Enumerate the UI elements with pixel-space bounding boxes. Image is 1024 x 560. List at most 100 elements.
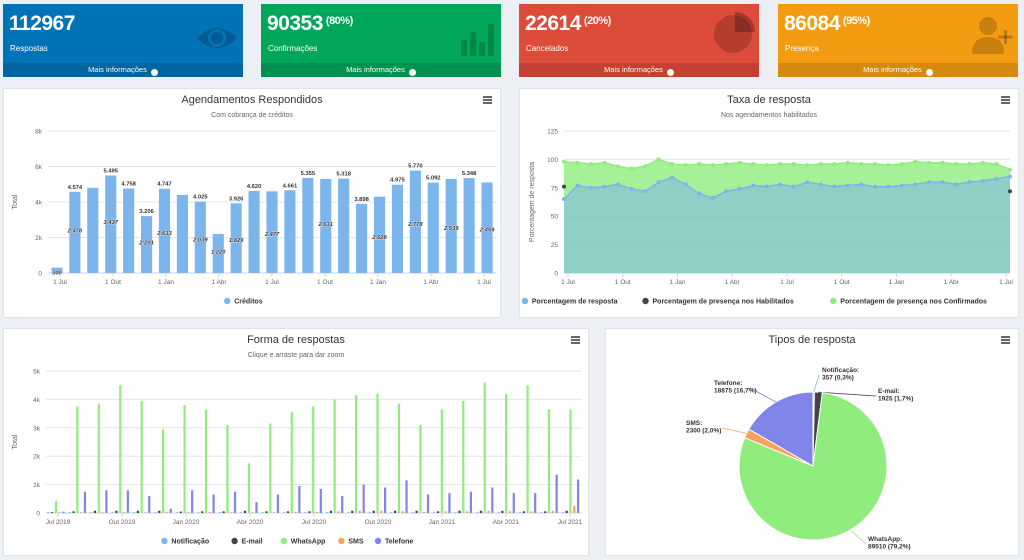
tile-value: 86084 (95%): [784, 12, 870, 35]
x-tick-label: Jul 2021: [558, 519, 583, 526]
bar: [462, 400, 465, 513]
data-point: [886, 184, 891, 189]
bar: [391, 184, 403, 273]
bar: [194, 201, 206, 273]
bar: [341, 495, 344, 513]
bar: [409, 170, 421, 273]
chart-menu-icon[interactable]: [1001, 336, 1010, 344]
bar: [222, 511, 225, 513]
bar: [197, 512, 200, 513]
bar: [358, 510, 361, 513]
chart-title: Forma de respostas: [247, 334, 345, 346]
chart-menu-icon[interactable]: [483, 96, 492, 104]
bar-data-label: 4.574: [68, 185, 83, 191]
bar: [526, 385, 529, 513]
chart-title: Agendamentos Respondidos: [181, 94, 323, 106]
data-point: [629, 186, 634, 191]
more-info-link[interactable]: Mais informações ›: [3, 63, 243, 77]
pie-label: E-mail:: [878, 388, 900, 395]
bar: [397, 403, 401, 513]
y-tick-label: 0: [38, 271, 42, 278]
tile-label: Cancelados: [526, 44, 569, 53]
data-point: [886, 163, 891, 168]
bar: [481, 182, 493, 273]
panel-tipos: Tipos de resposta Notificação: 357 (0,3%)…: [605, 328, 1019, 556]
x-tick-label: 1 Abr: [211, 279, 227, 286]
data-point: [832, 161, 837, 166]
more-info-link[interactable]: Mais informações ›: [778, 63, 1018, 77]
agendamentos-chart[interactable]: 0 2k 4k 6k 8k 1 Jul 1 Out 1 Jan 1 Abr 1 Jul 1 Out 1…: [4, 89, 502, 319]
data-point: [940, 180, 945, 185]
bar: [179, 511, 182, 513]
x-tick-label: Abr 2021: [493, 519, 520, 526]
tile-confirmacoes: 90353 (80%) Confirmações Mais informações…: [261, 4, 501, 77]
forma-chart[interactable]: 0 1k 2k 3k 4k 5k Jul 2019 Out 2019 Jan 2020 Abr 2…: [4, 329, 590, 557]
data-point: [764, 184, 769, 189]
chart-subtitle: Nos agendamentos habilitados: [720, 112, 818, 119]
tile-respostas: 112967 Respostas Mais informações ›: [3, 4, 243, 77]
chart-menu-icon[interactable]: [1001, 96, 1010, 104]
data-point: [994, 176, 999, 181]
bar: [247, 463, 250, 513]
bar: [123, 188, 135, 273]
bar: [540, 512, 543, 513]
tile-label: Confirmações: [268, 44, 318, 53]
legend-marker: [338, 537, 345, 545]
x-tick-label: 1 Jul: [999, 279, 1013, 286]
bar: [243, 510, 247, 513]
bar: [136, 510, 139, 513]
legend-item: Notificação: [171, 539, 209, 546]
bar: [218, 512, 221, 513]
x-tick-label: 1 Jul: [477, 279, 491, 286]
bar: [265, 511, 268, 513]
chart-title: Taxa de resposta: [727, 94, 811, 106]
bar: [469, 491, 472, 513]
bar: [372, 510, 375, 513]
bar: [212, 233, 224, 273]
y-tick-label: 25: [551, 242, 559, 249]
bar: [368, 512, 372, 513]
bar: [483, 382, 486, 513]
data-point: [616, 164, 621, 169]
bar: [320, 178, 332, 273]
more-info-link[interactable]: Mais informações ›: [261, 63, 501, 77]
bar: [458, 510, 461, 513]
more-info-link[interactable]: Mais informações ›: [519, 63, 759, 77]
y-tick-label: 0: [554, 271, 558, 278]
panel-agendamentos: Agendamentos Respondidos Com cobrança de…: [3, 88, 501, 318]
x-tick-label: Jul 2019: [46, 519, 71, 526]
bar: [140, 400, 143, 513]
bar: [191, 490, 194, 513]
bar: [561, 512, 564, 513]
user-plus-icon: [972, 17, 1013, 54]
legend-marker: [231, 537, 238, 545]
bar: [68, 512, 71, 513]
data-point: [643, 189, 648, 194]
legend-marker: [642, 297, 649, 305]
chart-menu-icon[interactable]: [571, 336, 580, 344]
bar: [448, 493, 451, 513]
taxa-chart[interactable]: 0 25 50 75 100 125 1 Jul 1 Out 1 Jan 1 Abr 1 Jul 1 …: [520, 89, 1020, 319]
bar: [347, 512, 350, 513]
bar: [465, 511, 469, 513]
x-tick-label: Out 2019: [109, 519, 136, 526]
bar: [463, 178, 475, 273]
y-tick-label: 1k: [33, 482, 41, 489]
pie-label-detail: 1925 (1,7%): [878, 396, 913, 403]
bar: [90, 512, 93, 513]
bar: [284, 190, 296, 273]
bar: [569, 409, 572, 513]
tile-label: Respostas: [10, 44, 48, 53]
bar: [312, 406, 315, 513]
bar: [248, 190, 260, 273]
bar-data-label: 3.206: [139, 209, 154, 215]
tipos-chart[interactable]: Notificação:357 (0,3%) E-mail:1925 (1,7%)…: [606, 329, 1020, 557]
bar-inner-label: 2.631: [318, 222, 334, 228]
tile-value: 90353 (80%): [267, 12, 353, 35]
bar: [401, 511, 404, 513]
bar: [226, 424, 229, 513]
bar: [233, 491, 237, 513]
x-tick-label: 1 Abr: [725, 279, 741, 286]
legend-marker: [830, 297, 837, 305]
pie-label-detail: 18875 (16,7%): [714, 388, 757, 395]
